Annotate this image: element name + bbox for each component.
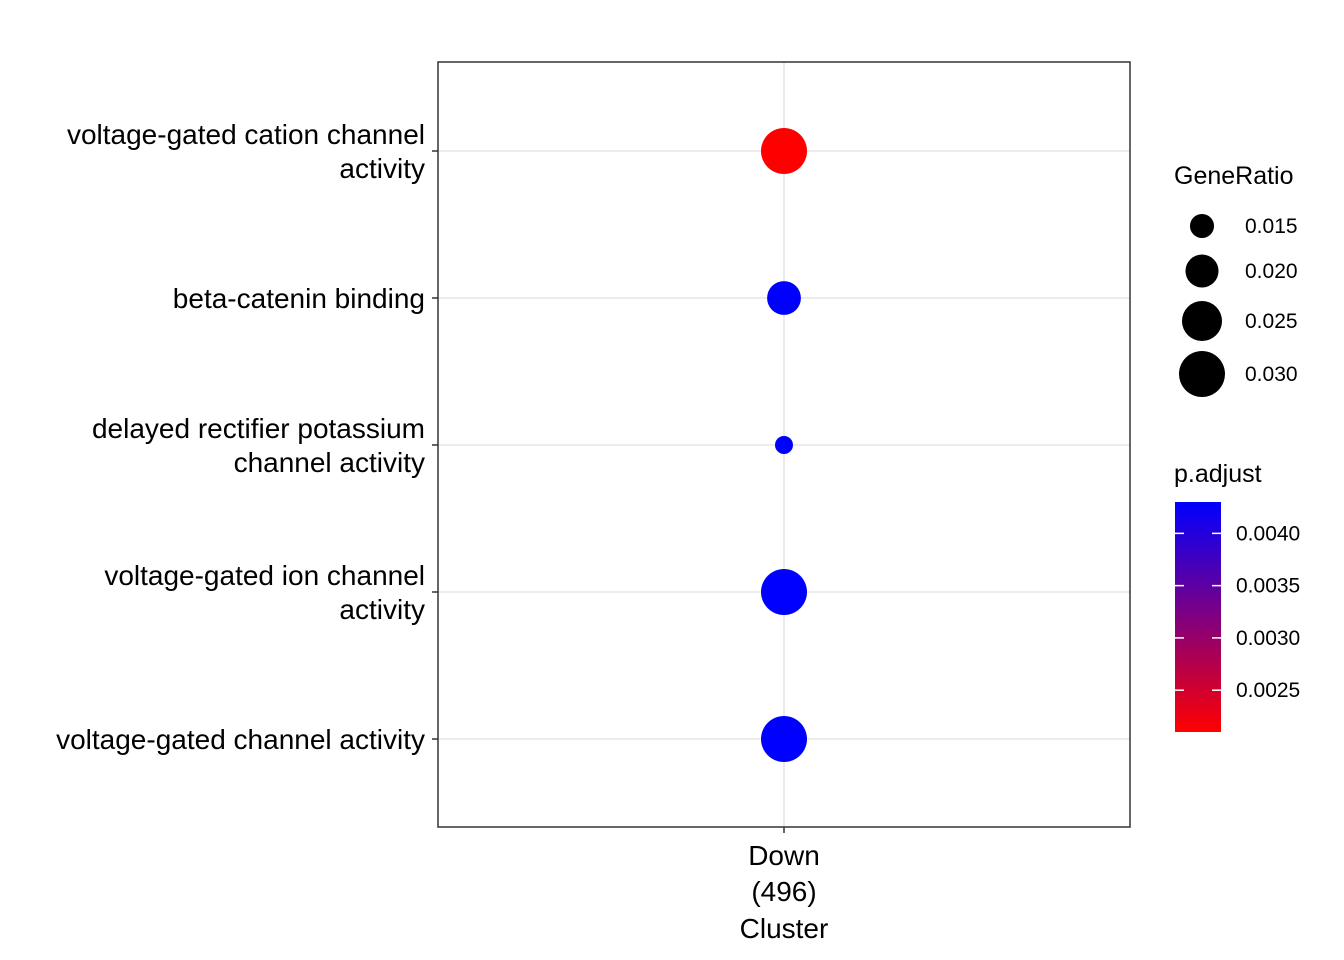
y-tick-label: voltage-gated ion channel	[104, 560, 425, 591]
data-points	[761, 128, 807, 762]
gene-ratio-legend-key	[1189, 213, 1215, 239]
p-adjust-colorbar	[1175, 502, 1221, 732]
y-tick-label: delayed rectifier potassium	[92, 413, 425, 444]
p-adjust-legend-label: 0.0030	[1236, 627, 1300, 650]
data-point	[767, 281, 801, 315]
gene-ratio-legend-label: 0.030	[1245, 363, 1298, 386]
data-point	[761, 128, 807, 174]
p-adjust-legend: p.adjust 0.0025 0.0030 0.0035 0.0040	[1174, 460, 1300, 732]
y-tick-label: voltage-gated channel activity	[56, 724, 425, 755]
p-adjust-legend-label: 0.0025	[1236, 679, 1300, 702]
gene-ratio-legend-key	[1179, 351, 1225, 397]
y-tick-label: channel activity	[234, 447, 425, 478]
gene-ratio-legend-label: 0.015	[1245, 215, 1298, 238]
gene-ratio-legend-key	[1181, 300, 1223, 342]
p-adjust-legend-label: 0.0035	[1236, 575, 1300, 598]
gene-ratio-legend-label: 0.020	[1245, 260, 1298, 283]
data-point	[761, 716, 807, 762]
y-tick-label: voltage-gated cation channel	[67, 119, 425, 150]
data-point	[761, 569, 807, 615]
y-axis: voltage-gated cation channelactivitybeta…	[56, 119, 438, 755]
x-axis: Down (496)	[748, 827, 820, 907]
gene-ratio-legend-title: GeneRatio	[1174, 162, 1294, 190]
y-tick-label: beta-catenin binding	[173, 283, 425, 314]
gene-ratio-legend-key	[1185, 254, 1219, 288]
y-tick-label: activity	[339, 594, 425, 625]
x-tick-label: Down	[748, 840, 820, 871]
x-tick-label: (496)	[751, 876, 816, 907]
p-adjust-legend-title: p.adjust	[1174, 460, 1262, 488]
gene-ratio-legend: GeneRatio 0.015 0.020 0.025 0.030	[1174, 162, 1298, 397]
gene-ratio-legend-label: 0.025	[1245, 310, 1298, 333]
x-axis-title: Cluster	[740, 913, 829, 944]
y-tick-label: activity	[339, 153, 425, 184]
data-point	[775, 436, 793, 454]
p-adjust-legend-label: 0.0040	[1236, 522, 1300, 545]
